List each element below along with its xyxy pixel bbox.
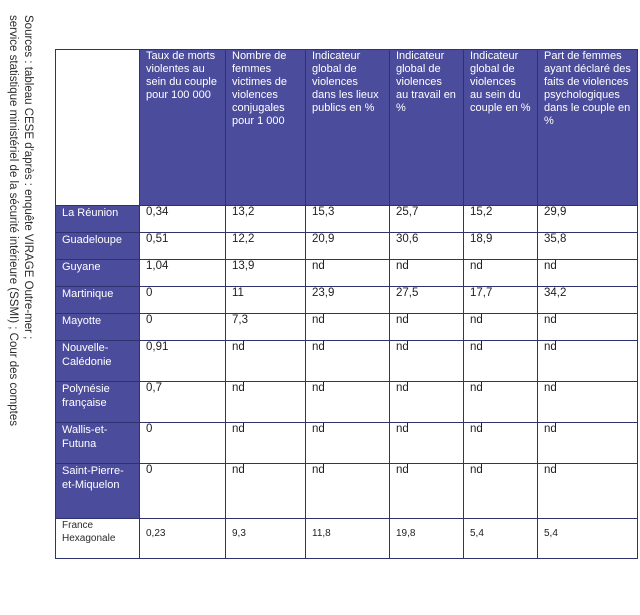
table-cell: nd bbox=[463, 463, 538, 519]
table-cell: nd bbox=[225, 463, 306, 519]
table-cell: nd bbox=[389, 340, 464, 382]
table-cell: nd bbox=[305, 313, 390, 341]
table-cell: nd bbox=[225, 422, 306, 464]
table-cell: 0 bbox=[139, 286, 226, 314]
table-cell: nd bbox=[389, 381, 464, 423]
row-header: Guadeloupe bbox=[55, 232, 140, 260]
table-row: Guyane 1,04 13,9 nd nd nd nd bbox=[55, 259, 638, 287]
table-cell: 34,2 bbox=[537, 286, 638, 314]
table-cell: 18,9 bbox=[463, 232, 538, 260]
column-header: Taux de morts violentes au sein du coupl… bbox=[139, 49, 226, 206]
table-cell: 5,4 bbox=[463, 518, 538, 559]
column-header: Indicateur global de violences dans les … bbox=[305, 49, 390, 206]
table-cell: 0,91 bbox=[139, 340, 226, 382]
table-row: Mayotte 0 7,3 nd nd nd nd bbox=[55, 313, 638, 341]
table-cell: 30,6 bbox=[389, 232, 464, 260]
table-cell: 13,9 bbox=[225, 259, 306, 287]
table-cell: nd bbox=[463, 381, 538, 423]
table-cell: 5,4 bbox=[537, 518, 638, 559]
table-cell: 0 bbox=[139, 313, 226, 341]
table-cell: nd bbox=[305, 381, 390, 423]
row-header: France Hexagonale bbox=[55, 518, 140, 559]
table-cell: nd bbox=[389, 313, 464, 341]
row-header: Guyane bbox=[55, 259, 140, 287]
table-cell: nd bbox=[537, 381, 638, 423]
table-cell: 19,8 bbox=[389, 518, 464, 559]
sources-line-2: service statistique ministériel de la sé… bbox=[7, 15, 19, 426]
table-row: Nouvelle-Calédonie 0,91 nd nd nd nd nd bbox=[55, 340, 638, 382]
table-cell: nd bbox=[225, 381, 306, 423]
table-cell: 0 bbox=[139, 422, 226, 464]
column-header: Part de femmes ayant déclaré des faits d… bbox=[537, 49, 638, 206]
table-cell: nd bbox=[537, 463, 638, 519]
table-cell: 20,9 bbox=[305, 232, 390, 260]
row-header: La Réunion bbox=[55, 205, 140, 233]
table-row: Polynésie française 0,7 nd nd nd nd nd bbox=[55, 381, 638, 423]
table-cell: nd bbox=[463, 259, 538, 287]
table-cell: nd bbox=[305, 340, 390, 382]
table-cell: 25,7 bbox=[389, 205, 464, 233]
header-row: Taux de morts violentes au sein du coupl… bbox=[55, 49, 638, 206]
table-cell: 35,8 bbox=[537, 232, 638, 260]
table-cell: 1,04 bbox=[139, 259, 226, 287]
table-cell: nd bbox=[305, 422, 390, 464]
table-row: Guadeloupe 0,51 12,2 20,9 30,6 18,9 35,8 bbox=[55, 232, 638, 260]
table-cell: nd bbox=[389, 422, 464, 464]
row-header: Nouvelle-Calédonie bbox=[55, 340, 140, 382]
table-cell: 15,2 bbox=[463, 205, 538, 233]
table-cell: nd bbox=[225, 340, 306, 382]
table-cell: 27,5 bbox=[389, 286, 464, 314]
row-header: Martinique bbox=[55, 286, 140, 314]
table-cell: 15,3 bbox=[305, 205, 390, 233]
column-header: Nombre de femmes victimes de violences c… bbox=[225, 49, 306, 206]
table-cell: 7,3 bbox=[225, 313, 306, 341]
table-cell: 17,7 bbox=[463, 286, 538, 314]
row-header: Polynésie française bbox=[55, 381, 140, 423]
table-row: Martinique 0 11 23,9 27,5 17,7 34,2 bbox=[55, 286, 638, 314]
table-cell: 0,34 bbox=[139, 205, 226, 233]
table-cell: 12,2 bbox=[225, 232, 306, 260]
table-cell: nd bbox=[537, 422, 638, 464]
table-cell: nd bbox=[537, 340, 638, 382]
sources-note: Sources : tableau CESE d'après : enquête… bbox=[5, 15, 35, 615]
table-cell: nd bbox=[537, 313, 638, 341]
table-cell: nd bbox=[305, 259, 390, 287]
table-cell: 11 bbox=[225, 286, 306, 314]
column-header: Indicateur global de violences au travai… bbox=[389, 49, 464, 206]
table-row: France Hexagonale 0,23 9,3 11,8 19,8 5,4… bbox=[55, 518, 638, 559]
table-cell: nd bbox=[305, 463, 390, 519]
table-cell: nd bbox=[463, 313, 538, 341]
table-cell: nd bbox=[463, 340, 538, 382]
violence-statistics-table: Taux de morts violentes au sein du coupl… bbox=[55, 49, 638, 559]
table-cell: nd bbox=[537, 259, 638, 287]
column-header: Indicateur global de violences au sein d… bbox=[463, 49, 538, 206]
table-cell: nd bbox=[463, 422, 538, 464]
row-header: Mayotte bbox=[55, 313, 140, 341]
table-cell: nd bbox=[389, 463, 464, 519]
table-row: Wallis-et-Futuna 0 nd nd nd nd nd bbox=[55, 422, 638, 464]
row-header: Wallis-et-Futuna bbox=[55, 422, 140, 464]
table-cell: 23,9 bbox=[305, 286, 390, 314]
table-corner bbox=[55, 49, 140, 206]
table-cell: 0,7 bbox=[139, 381, 226, 423]
table-cell: 0 bbox=[139, 463, 226, 519]
table-row: La Réunion 0,34 13,2 15,3 25,7 15,2 29,9 bbox=[55, 205, 638, 233]
table-cell: 0,51 bbox=[139, 232, 226, 260]
table-cell: 13,2 bbox=[225, 205, 306, 233]
table-row: Saint-Pierre-et-Miquelon 0 nd nd nd nd n… bbox=[55, 463, 638, 519]
row-header: Saint-Pierre-et-Miquelon bbox=[55, 463, 140, 519]
table-cell: nd bbox=[389, 259, 464, 287]
table-cell: 0,23 bbox=[139, 518, 226, 559]
table-cell: 9,3 bbox=[225, 518, 306, 559]
sources-line-1: Sources : tableau CESE d'après : enquête… bbox=[22, 15, 34, 340]
table-cell: 29,9 bbox=[537, 205, 638, 233]
table-cell: 11,8 bbox=[305, 518, 390, 559]
